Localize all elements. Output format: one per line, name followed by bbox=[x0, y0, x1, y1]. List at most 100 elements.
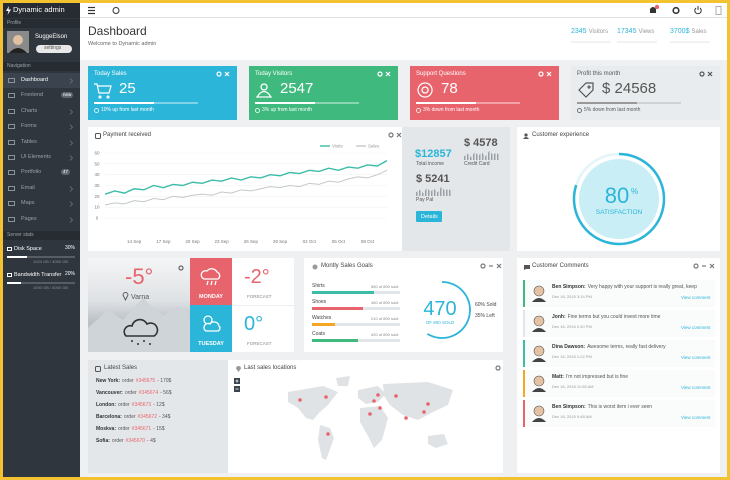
sale-city: Moskva: bbox=[96, 426, 117, 432]
comment-avatar bbox=[532, 375, 546, 392]
map-settings-icon[interactable] bbox=[495, 365, 501, 371]
nav-arrow-shape bbox=[69, 139, 74, 146]
sale-location[interactable] bbox=[376, 393, 380, 397]
sale-id[interactable]: #345673 bbox=[131, 402, 152, 408]
avatar-body bbox=[532, 418, 546, 422]
nav-item[interactable]: Dashboard bbox=[3, 73, 80, 88]
goal-track bbox=[312, 323, 400, 326]
close-icon[interactable] bbox=[709, 263, 715, 269]
avatar-figure bbox=[9, 35, 27, 53]
sale-location[interactable] bbox=[372, 399, 376, 403]
comment-avatar bbox=[532, 405, 546, 422]
settings-icon[interactable] bbox=[672, 6, 680, 15]
card-note-icon bbox=[577, 108, 582, 113]
user-icon-body bbox=[523, 137, 529, 139]
sale-id[interactable]: #345672 bbox=[137, 414, 157, 420]
section-heading: Navigation bbox=[3, 62, 80, 71]
details-button[interactable]: Details bbox=[416, 211, 442, 222]
sale-id[interactable]: #345674 bbox=[138, 390, 159, 396]
sale-id[interactable]: #345671 bbox=[131, 426, 152, 432]
logo-icon bbox=[6, 6, 11, 15]
y-tick-label: 0 bbox=[96, 216, 99, 221]
history-icon[interactable] bbox=[112, 7, 120, 14]
nav-item[interactable]: Portfolio 47 bbox=[3, 165, 80, 180]
comment-line: Ben Simpson: This is worst item i ever se… bbox=[552, 404, 652, 411]
sale-location[interactable] bbox=[298, 398, 302, 402]
map-title: Last sales locations bbox=[244, 365, 297, 371]
sale-id[interactable]: #345675 bbox=[135, 378, 156, 384]
sale-location[interactable] bbox=[404, 416, 408, 420]
panel-tools bbox=[377, 71, 391, 77]
sale-location[interactable] bbox=[422, 410, 426, 414]
panel-tools bbox=[538, 71, 552, 77]
nav-item[interactable]: Maps bbox=[3, 196, 80, 211]
close-icon[interactable] bbox=[546, 71, 552, 77]
nav-arrow-shape bbox=[69, 155, 74, 161]
sale-location[interactable] bbox=[378, 406, 382, 410]
comment-link[interactable]: View comment bbox=[681, 385, 711, 390]
nav-item[interactable]: Forms bbox=[3, 119, 80, 134]
zoom-glyph bbox=[235, 379, 239, 383]
forecast-day-name: MONDAY bbox=[199, 294, 223, 300]
chart: 0 10 20 30 40 50 60 14 Sep 17 Sep 20 Sep 23 Sep 26 … bbox=[94, 144, 388, 244]
settings-icon[interactable] bbox=[693, 263, 699, 269]
sale-row: Moskva: order #345671- 15$ bbox=[96, 426, 165, 433]
comment-avatar bbox=[532, 345, 546, 362]
settings-button[interactable]: settings bbox=[36, 45, 72, 53]
settings-icon[interactable] bbox=[699, 71, 705, 77]
settings-label: settings bbox=[44, 45, 62, 51]
comment-author: Ben Simpson: bbox=[552, 404, 586, 410]
snowflake bbox=[137, 343, 139, 345]
sale-location[interactable] bbox=[326, 432, 330, 436]
map-pin bbox=[236, 366, 241, 372]
nav-item[interactable]: Charts bbox=[3, 104, 80, 119]
world-map bbox=[234, 365, 501, 460]
continent bbox=[336, 376, 350, 386]
close-icon[interactable] bbox=[385, 71, 391, 77]
sale-location[interactable] bbox=[368, 412, 372, 416]
comment-date: Dec 16, 2015 9:48 AM bbox=[552, 414, 592, 419]
settings-icon[interactable] bbox=[480, 263, 486, 269]
comment-link[interactable]: View comment bbox=[681, 415, 711, 420]
header-stat: 17345 Views bbox=[617, 28, 654, 36]
card-note-icon-shape bbox=[255, 108, 260, 113]
nav-item[interactable]: Tables bbox=[3, 135, 80, 150]
settings-icon[interactable] bbox=[538, 71, 544, 77]
settings-icon[interactable] bbox=[216, 71, 222, 77]
map-panel: Last sales locations bbox=[228, 360, 503, 473]
gauge-arc bbox=[572, 152, 666, 246]
settings-icon[interactable] bbox=[377, 71, 383, 77]
close-icon[interactable] bbox=[707, 71, 713, 77]
nav-item[interactable]: Pages bbox=[3, 212, 80, 227]
header-stat-sparkline bbox=[571, 41, 611, 43]
city: Varna bbox=[131, 294, 150, 301]
nav-item[interactable]: Email bbox=[3, 181, 80, 196]
comment-avatar bbox=[532, 315, 546, 332]
sale-location[interactable] bbox=[394, 394, 398, 398]
comment-link[interactable]: View comment bbox=[681, 325, 711, 330]
power-icon[interactable] bbox=[694, 6, 702, 15]
settings-icon[interactable] bbox=[388, 132, 394, 138]
goal-name: Shoes bbox=[312, 299, 327, 305]
notification-icon[interactable] bbox=[650, 7, 656, 13]
close-icon[interactable] bbox=[496, 263, 502, 269]
x-tick-label: 14 Sep bbox=[127, 239, 142, 244]
close-icon[interactable] bbox=[396, 132, 402, 138]
sale-location[interactable] bbox=[426, 402, 430, 406]
sale-location[interactable] bbox=[324, 395, 328, 399]
card-note: 3% down from last month bbox=[423, 107, 480, 113]
sale-id[interactable]: #345670 bbox=[125, 438, 146, 444]
fullscreen-icon[interactable] bbox=[715, 6, 722, 15]
latest-sales-panel: Latest Sales New York: order #345675- 170$ V… bbox=[88, 360, 228, 473]
close-icon[interactable] bbox=[224, 71, 230, 77]
weather-settings-icon[interactable] bbox=[178, 265, 184, 271]
comment-link[interactable]: View comment bbox=[681, 295, 711, 300]
nav-item[interactable]: UI Elements bbox=[3, 150, 80, 165]
card-icon bbox=[255, 83, 273, 98]
income-total-label: Total income bbox=[416, 161, 445, 167]
comment: Matt: I'm not impressed but is fine Dec 16… bbox=[523, 370, 715, 397]
comment-text: Awesome terms, really fast delivery bbox=[587, 344, 666, 350]
nav-item[interactable]: Frontend new bbox=[3, 88, 80, 103]
stat-bar bbox=[7, 256, 28, 258]
comment-link[interactable]: View comment bbox=[681, 355, 711, 360]
